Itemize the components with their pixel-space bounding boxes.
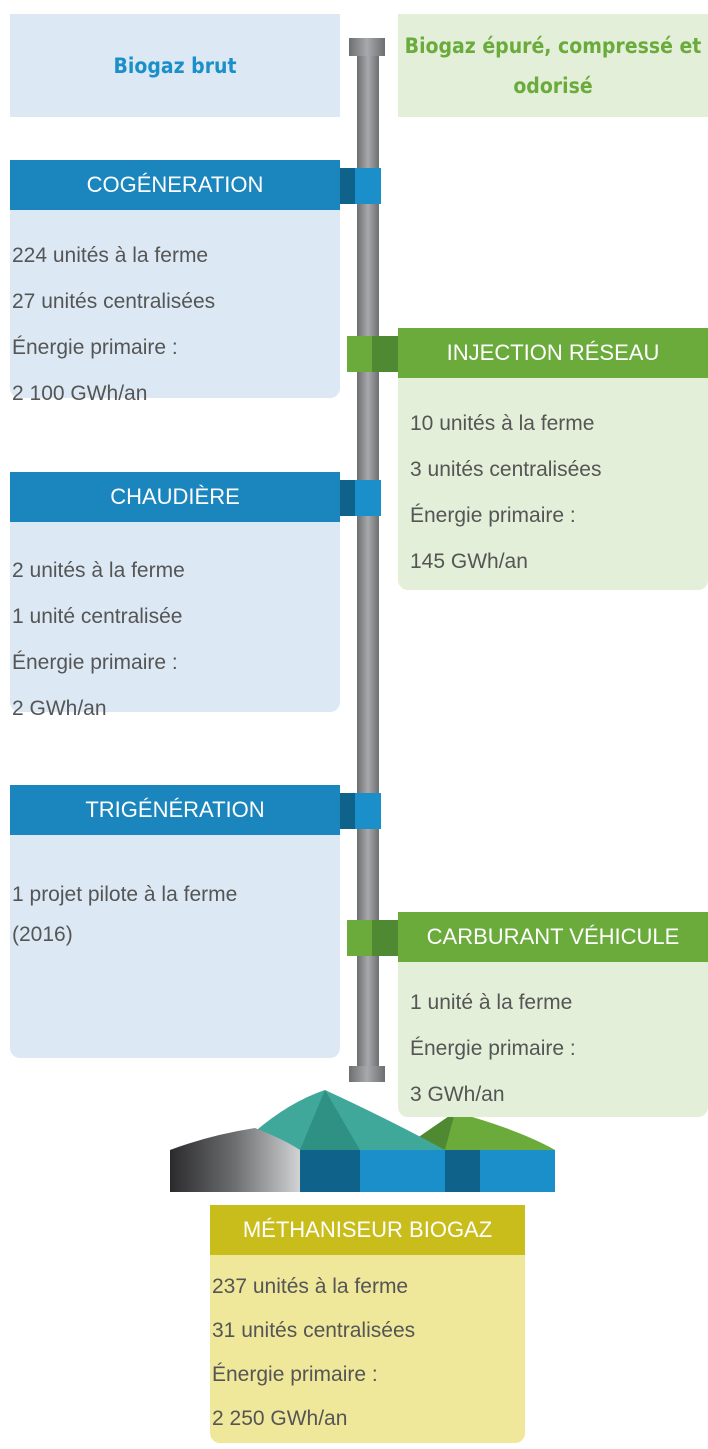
- info-box: INJECTION RÉSEAU 10 unités à la ferme 3 un…: [398, 328, 708, 590]
- info-box: CARBURANT VÉHICULE 1 unité à la ferme Éner…: [398, 912, 708, 1117]
- box-title: COGÉNERATION: [10, 160, 340, 210]
- box-title: TRIGÉNÉRATION: [10, 785, 340, 835]
- info-box: MÉTHANISEUR BIOGAZ 237 unités à la ferme 3…: [210, 1205, 525, 1443]
- box-line: 145 GWh/an: [410, 550, 528, 573]
- box-line: Énergie primaire :: [212, 1363, 378, 1386]
- info-box: COGÉNERATION 224 unités à la ferme 27 unit…: [10, 160, 340, 405]
- purified-biogas: Biogaz épuré, compressé et odorisé: [398, 14, 708, 117]
- box-line: 3 GWh/an: [410, 1083, 505, 1106]
- connector: [355, 793, 381, 829]
- box-body: 1 projet pilote à la ferme (2016): [10, 835, 340, 955]
- box-title: CARBURANT VÉHICULE: [398, 912, 708, 962]
- info-box: CHAUDIÈRE 2 unités à la ferme 1 unité cent…: [10, 472, 340, 720]
- box-line: Énergie primaire :: [12, 336, 178, 359]
- box-line: Énergie primaire :: [12, 651, 178, 674]
- connector: [355, 168, 381, 204]
- digesters: [170, 1090, 555, 1192]
- box-line: Énergie primaire :: [410, 1037, 576, 1060]
- box-line: 224 unités à la ferme: [12, 244, 209, 267]
- pipe-cap: [349, 38, 385, 56]
- connector: [372, 336, 398, 372]
- box-line: 2 100 GWh/an: [12, 382, 148, 405]
- box-title: CHAUDIÈRE: [10, 472, 340, 522]
- pipe-cap: [349, 1066, 385, 1082]
- box-body: 1 unité à la ferme Énergie primaire : 3 GW…: [398, 962, 708, 1118]
- box-line: 2 250 GWh/an: [212, 1407, 348, 1430]
- connector: [372, 920, 398, 956]
- connector: [355, 480, 381, 516]
- box-title: INJECTION RÉSEAU: [398, 328, 708, 378]
- box-line: Énergie primaire :: [410, 504, 576, 527]
- connector: [347, 920, 372, 956]
- box-body: 224 unités à la ferme 27 unités centralis…: [10, 210, 340, 417]
- raw-biogas: Biogaz brut: [10, 14, 340, 117]
- box-line: 1 unité centralisée: [12, 605, 183, 628]
- box-body: 2 unités à la ferme 1 unité centralisée Én…: [10, 522, 340, 732]
- box-line: 2 unités à la ferme: [12, 559, 185, 582]
- box-line: 2 GWh/an: [12, 697, 107, 720]
- box-body: 237 unités à la ferme 31 unités centralis…: [210, 1255, 525, 1441]
- info-box: TRIGÉNÉRATION 1 projet pilote à la ferme (…: [10, 785, 340, 1058]
- connector: [347, 336, 372, 372]
- box-line: 3 unités centralisées: [410, 458, 602, 481]
- box-title: MÉTHANISEUR BIOGAZ: [210, 1205, 525, 1255]
- box-line: 10 unités à la ferme: [410, 412, 595, 435]
- box-body: 10 unités à la ferme 3 unités centralisée…: [398, 378, 708, 585]
- box-line: 27 unités centralisées: [12, 290, 216, 313]
- box-line: 237 unités à la ferme: [212, 1275, 409, 1298]
- box-line: 31 unités centralisées: [212, 1319, 416, 1342]
- box-line: 1 unité à la ferme: [410, 991, 573, 1014]
- box-line: 1 projet pilote à la ferme: [12, 883, 238, 906]
- box-line: (2016): [12, 923, 73, 946]
